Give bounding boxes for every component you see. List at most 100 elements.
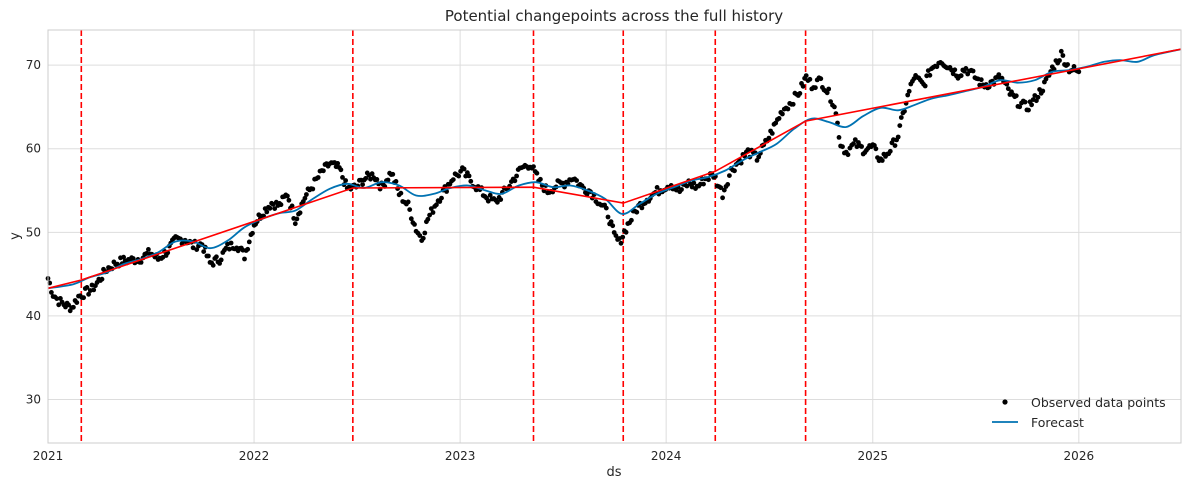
- observed-point: [466, 173, 472, 179]
- observed-point: [727, 173, 732, 179]
- observed-point: [458, 168, 463, 174]
- observed-point: [408, 216, 414, 222]
- observed-point: [629, 217, 634, 223]
- observed-point: [66, 302, 71, 308]
- observed-point: [201, 249, 207, 255]
- observed-point: [498, 197, 504, 203]
- observed-point: [873, 146, 879, 152]
- observed-point: [766, 135, 772, 141]
- observed-point: [905, 92, 911, 98]
- observed-point: [81, 295, 86, 301]
- observed-point: [879, 158, 885, 163]
- observed-point: [898, 115, 904, 120]
- observed-point: [343, 178, 348, 183]
- observed-point: [450, 177, 456, 183]
- observed-point: [294, 216, 300, 222]
- observed-point: [264, 209, 270, 215]
- observed-point: [654, 185, 660, 190]
- legend-observed-marker: [1002, 399, 1008, 405]
- y-tick-label: 40: [26, 309, 41, 323]
- observed-point: [242, 256, 247, 262]
- observed-point: [852, 137, 858, 143]
- observed-point: [425, 216, 431, 222]
- observed-point: [412, 222, 417, 227]
- observed-point: [278, 202, 284, 208]
- observed-point: [428, 206, 434, 212]
- observed-point: [828, 99, 833, 104]
- observed-point: [1071, 64, 1077, 69]
- x-tick-labels: 2021 2022 2023 2024 2025 2026: [33, 449, 1094, 463]
- observed-point: [146, 247, 151, 252]
- observed-point: [970, 68, 976, 74]
- observed-point: [385, 177, 391, 183]
- observed-point: [1026, 107, 1031, 113]
- observed-point: [952, 67, 958, 73]
- observed-point: [335, 161, 341, 166]
- observed-point: [398, 190, 404, 196]
- observed-point: [250, 230, 255, 236]
- observed-point: [340, 175, 345, 180]
- observed-point: [859, 144, 864, 149]
- observed-point: [840, 144, 845, 150]
- observed-point: [206, 253, 211, 259]
- observed-point: [321, 168, 326, 174]
- y-tick-label: 30: [26, 393, 41, 407]
- x-tick-label: 2024: [651, 449, 682, 463]
- observed-point: [144, 251, 150, 256]
- observed-point: [1060, 53, 1066, 58]
- observed-point: [803, 73, 809, 78]
- observed-point: [776, 116, 782, 121]
- observed-point: [485, 198, 491, 204]
- observed-point: [267, 205, 273, 211]
- observed-point: [302, 195, 308, 201]
- observed-point: [634, 209, 640, 215]
- observed-point: [245, 246, 251, 252]
- observed-point: [769, 131, 775, 136]
- observed-point: [99, 276, 105, 282]
- observed-point: [218, 257, 224, 263]
- observed-point: [807, 76, 813, 82]
- y-tick-label: 60: [26, 142, 41, 156]
- observed-point: [1040, 88, 1046, 94]
- observed-point: [732, 168, 737, 174]
- observed-point: [623, 229, 629, 235]
- observed-point: [818, 76, 824, 82]
- observed-point: [958, 73, 964, 79]
- observed-point: [49, 290, 54, 295]
- observed-point: [417, 233, 423, 239]
- observed-point: [393, 179, 399, 184]
- observed-point: [832, 104, 837, 110]
- observed-point: [512, 178, 518, 184]
- observed-point: [531, 164, 536, 170]
- observed-point: [407, 207, 413, 213]
- observed-point: [138, 260, 144, 265]
- observed-point: [1029, 102, 1034, 108]
- observed-point: [1013, 93, 1019, 99]
- observed-point: [836, 135, 842, 140]
- observed-point: [978, 77, 984, 83]
- observed-point: [1022, 99, 1028, 105]
- observed-point: [927, 72, 933, 78]
- observed-point: [84, 285, 90, 290]
- observed-point: [706, 177, 711, 183]
- observed-point: [430, 210, 436, 215]
- observed-point: [1035, 94, 1041, 100]
- observed-point: [996, 72, 1002, 77]
- observed-point: [226, 246, 232, 252]
- x-axis-label: ds: [606, 465, 621, 480]
- observed-point: [86, 291, 91, 297]
- observed-point: [922, 83, 928, 89]
- observed-point: [797, 91, 803, 96]
- observed-point: [851, 141, 856, 147]
- observed-point: [721, 187, 727, 193]
- observed-point: [190, 245, 196, 251]
- changepoint-lines: [80, 30, 807, 443]
- observed-point: [1017, 104, 1023, 110]
- observed-point: [574, 178, 579, 183]
- observed-point: [246, 239, 252, 245]
- observed-point: [121, 254, 126, 260]
- x-tick-label: 2025: [857, 449, 888, 463]
- observed-point: [608, 219, 614, 225]
- observed-point: [620, 234, 626, 240]
